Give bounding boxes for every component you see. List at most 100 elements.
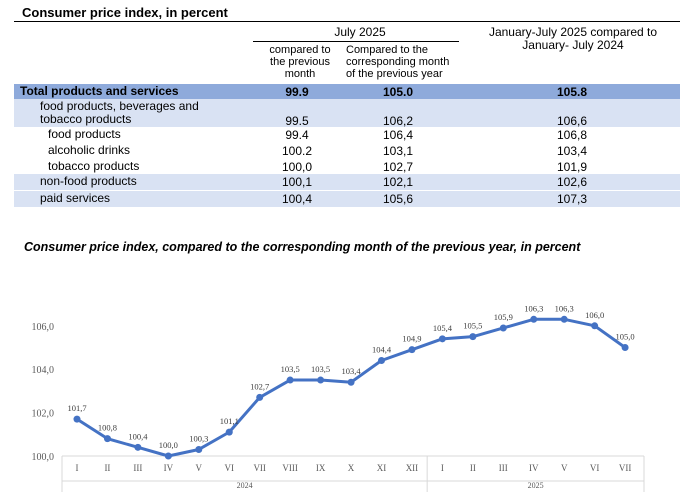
row-label: paid services (40, 191, 111, 205)
x-tick-label: VI (590, 463, 600, 473)
value-ytd: 107,3 (556, 192, 588, 206)
value-prev-month: 100.2 (281, 144, 313, 158)
y-tick-label: 102,0 (32, 409, 55, 420)
data-point (317, 376, 325, 384)
value-prev-year: 106,4 (382, 128, 414, 142)
row-label: tobacco products (48, 159, 140, 173)
data-label: 102,7 (250, 381, 269, 391)
year-label: 2025 (528, 481, 544, 490)
table-row: food products 99.4 106,4 106,8 (14, 127, 680, 143)
value-prev-year: 105,6 (382, 192, 414, 206)
data-point (591, 322, 599, 330)
x-tick-label: XI (377, 463, 387, 473)
y-tick-label: 104,0 (32, 365, 55, 376)
data-label: 101,1 (220, 416, 239, 426)
chart-title: Consumer price index, compared to the co… (24, 240, 581, 254)
value-prev-year: 105.0 (382, 85, 414, 99)
table-row: alcoholic drinks 100.2 103,1 103,4 (14, 143, 680, 159)
x-tick-label: I (441, 463, 444, 473)
data-point (134, 443, 142, 451)
data-label: 106,0 (585, 310, 604, 320)
col1-header: compared to the previous month (269, 44, 331, 80)
x-tick-label: XII (406, 463, 419, 473)
y-tick-label: 100,0 (32, 452, 55, 463)
x-tick-label: IV (164, 463, 174, 473)
row-label: food products (48, 127, 121, 141)
value-prev-year: 103,1 (382, 144, 414, 158)
value-prev-month: 100,0 (281, 160, 313, 174)
data-label: 101,7 (67, 403, 86, 413)
row-label: non-food products (40, 174, 137, 188)
data-point (103, 435, 111, 443)
group-divider (253, 41, 459, 42)
data-point (469, 333, 477, 341)
data-label: 105,0 (616, 332, 635, 342)
x-tick-label: IV (529, 463, 539, 473)
data-label: 100,0 (159, 440, 178, 450)
value-prev-month: 99.4 (285, 128, 309, 142)
data-label: 105,5 (463, 321, 482, 331)
table-row: non-food products 100,1 102,1 102,6 (14, 174, 680, 190)
data-point (378, 357, 385, 365)
x-tick-label: X (348, 463, 355, 473)
series-line (76, 317, 626, 458)
data-point (225, 428, 233, 436)
data-point (286, 376, 294, 384)
col3-header: January-July 2025 compared to January- J… (488, 25, 658, 52)
data-point (438, 335, 446, 343)
table-row: tobacco products 100,0 102,7 101,9 (14, 159, 680, 175)
x-tick-label: V (561, 463, 568, 473)
value-prev-month: 99.9 (285, 85, 309, 99)
value-prev-month: 100,4 (281, 192, 313, 206)
x-tick-label: V (196, 463, 203, 473)
data-label: 104,4 (372, 345, 392, 355)
data-label: 103,5 (311, 364, 330, 374)
value-ytd: 103,4 (556, 144, 588, 158)
row-label: alcoholic drinks (48, 143, 131, 157)
data-label: 105,9 (494, 312, 513, 322)
y-tick-label: 106,0 (32, 322, 55, 333)
x-tick-label: III (499, 463, 508, 473)
data-point (195, 445, 203, 453)
year-label: 2024 (237, 481, 253, 490)
title-underline (14, 21, 680, 22)
data-label: 104,9 (402, 334, 421, 344)
data-label: 105,4 (433, 323, 453, 333)
data-point (256, 393, 264, 401)
data-label: 100,3 (189, 433, 208, 443)
value-prev-month: 100,1 (281, 175, 313, 189)
value-ytd: 105.8 (556, 85, 588, 99)
x-tick-label: VI (225, 463, 235, 473)
row-label: food products, beverages and tobacco pro… (40, 99, 199, 126)
x-tick-label: VII (619, 463, 632, 473)
x-tick-label: II (104, 463, 110, 473)
data-point (347, 378, 355, 386)
group-header: July 2025 (334, 25, 386, 39)
col2-header: Compared to the corresponding month of t… (346, 44, 450, 80)
data-label: 100,8 (98, 423, 117, 433)
data-point (164, 452, 172, 460)
x-tick-label: VII (253, 463, 266, 473)
table-title: Consumer price index, in percent (22, 5, 228, 20)
value-ytd: 101,9 (556, 160, 588, 174)
table-row: Total products and services 99.9 105.0 1… (14, 84, 680, 99)
data-point (530, 315, 538, 323)
value-ytd: 106,6 (556, 114, 588, 128)
data-label: 106,3 (555, 303, 574, 313)
value-prev-year: 106,2 (382, 114, 414, 128)
value-ytd: 102,6 (556, 175, 588, 189)
table-row: paid services 100,4 105,6 107,3 (14, 191, 680, 207)
x-tick-label: III (133, 463, 142, 473)
value-prev-year: 102,7 (382, 160, 414, 174)
data-point (73, 415, 81, 423)
data-label: 103,5 (281, 364, 300, 374)
data-point (408, 346, 416, 354)
data-point (560, 315, 568, 323)
value-prev-month: 99.5 (285, 114, 309, 128)
row-label: Total products and services (20, 84, 179, 98)
data-label: 103,4 (341, 366, 361, 376)
value-ytd: 106,8 (556, 128, 588, 142)
data-label: 100,4 (128, 431, 148, 441)
x-tick-label: VIII (282, 463, 298, 473)
